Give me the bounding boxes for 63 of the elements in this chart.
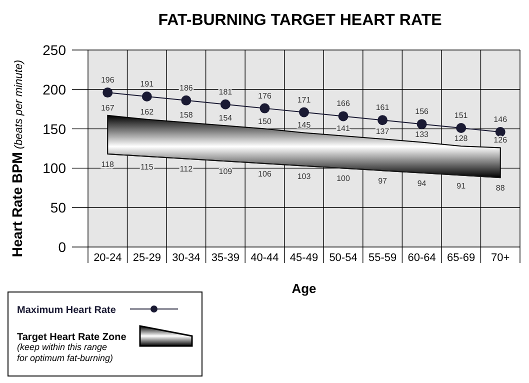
data-label: 91 bbox=[456, 181, 466, 190]
data-label: 191 bbox=[140, 79, 154, 88]
data-label: 126 bbox=[494, 136, 508, 145]
data-label: 181 bbox=[218, 87, 233, 96]
y-tick-label: 250 bbox=[42, 42, 66, 58]
x-axis-title: Age bbox=[292, 281, 316, 296]
chart-title: FAT-BURNING TARGET HEART RATE bbox=[158, 12, 442, 29]
point bbox=[416, 119, 427, 130]
data-label: 137 bbox=[376, 127, 390, 136]
data-label: 150 bbox=[258, 116, 272, 126]
y-axis-title: Heart Rate BPM (beats per minute) bbox=[9, 59, 25, 258]
point bbox=[102, 88, 113, 98]
data-label: 94 bbox=[417, 178, 427, 188]
data-label: 158 bbox=[180, 110, 194, 120]
x-tick-label: 20-24 bbox=[94, 252, 122, 264]
point bbox=[260, 103, 270, 114]
point bbox=[378, 115, 388, 126]
data-label: 161 bbox=[376, 103, 390, 112]
x-tick-label: 55-59 bbox=[368, 252, 397, 264]
text: Target Heart Rate Zone bbox=[17, 332, 127, 343]
data-label: 100 bbox=[336, 174, 350, 184]
data-label: 133 bbox=[415, 130, 430, 140]
point bbox=[456, 123, 466, 134]
data-label: 103 bbox=[297, 172, 312, 181]
x-tick-label: 45-49 bbox=[290, 252, 318, 264]
x-tick-label: 65-69 bbox=[447, 252, 476, 264]
data-label: 88 bbox=[496, 184, 506, 193]
data-label: 106 bbox=[258, 169, 272, 178]
data-label: 166 bbox=[336, 99, 350, 108]
x-tick-label: 50-54 bbox=[329, 252, 358, 264]
data-label: 154 bbox=[218, 114, 233, 123]
text: (keep within this range for optimum fat-burning) bbox=[17, 342, 114, 363]
y-tick-label: 200 bbox=[42, 81, 66, 98]
point bbox=[495, 126, 506, 137]
data-label: 146 bbox=[494, 114, 508, 124]
y-tick-label: 0 bbox=[58, 239, 66, 255]
x-tick-label: 40-44 bbox=[250, 252, 279, 264]
legend-label: Maximum Heart Rate bbox=[17, 305, 116, 316]
data-label: 118 bbox=[101, 160, 115, 170]
data-label: 128 bbox=[454, 134, 468, 144]
y-tick-label: 50 bbox=[50, 200, 66, 216]
point bbox=[220, 99, 230, 110]
data-label: 196 bbox=[100, 76, 115, 85]
data-label: 171 bbox=[297, 95, 312, 104]
data-label: 176 bbox=[258, 91, 272, 100]
data-label: 151 bbox=[454, 111, 468, 120]
point bbox=[181, 95, 192, 106]
x-tick-label: 35-39 bbox=[211, 252, 240, 264]
data-label: 109 bbox=[218, 167, 233, 176]
y-tick-label: 100 bbox=[42, 160, 66, 176]
x-tick-label: 25-29 bbox=[132, 252, 161, 264]
x-tick-label: 30-34 bbox=[172, 252, 200, 264]
data-label: 97 bbox=[378, 176, 388, 186]
data-label: 156 bbox=[415, 107, 430, 116]
x-tick-label: 60-64 bbox=[408, 252, 436, 264]
data-label: 145 bbox=[297, 120, 312, 130]
data-label: 167 bbox=[100, 103, 115, 112]
x-tick-label: 70+ bbox=[491, 252, 510, 264]
y-tick-label: 150 bbox=[42, 120, 66, 137]
point bbox=[299, 107, 309, 118]
point bbox=[142, 91, 152, 102]
data-label: 162 bbox=[140, 107, 154, 116]
point bbox=[338, 111, 348, 122]
